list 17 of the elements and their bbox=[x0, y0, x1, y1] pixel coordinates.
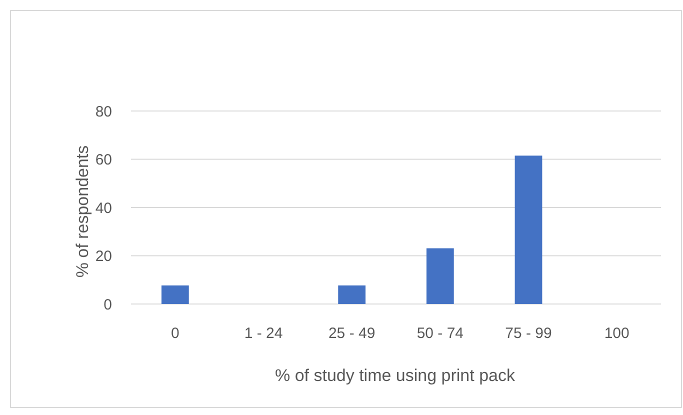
x-tick-label: 100 bbox=[604, 325, 630, 342]
x-axis-title: % of study time using print pack bbox=[274, 366, 516, 385]
y-tick-label: 40 bbox=[95, 200, 112, 217]
x-tick-label: 50 - 74 bbox=[416, 325, 464, 342]
x-tick-label: 0 bbox=[170, 325, 180, 342]
x-tick-label: 1 - 24 bbox=[244, 325, 283, 342]
y-tick-label: 80 bbox=[95, 103, 112, 120]
x-tick-label: 75 - 99 bbox=[505, 325, 552, 342]
bar bbox=[161, 285, 189, 304]
y-axis-title: % of respondents bbox=[73, 145, 92, 278]
y-tick-label: 0 bbox=[104, 296, 112, 314]
y-tick-label: 60 bbox=[95, 152, 112, 168]
x-tick-label: 25 - 49 bbox=[328, 325, 376, 342]
bar bbox=[338, 285, 366, 304]
y-tick-label: 20 bbox=[95, 248, 112, 265]
bar bbox=[426, 248, 454, 304]
bar bbox=[514, 156, 542, 304]
